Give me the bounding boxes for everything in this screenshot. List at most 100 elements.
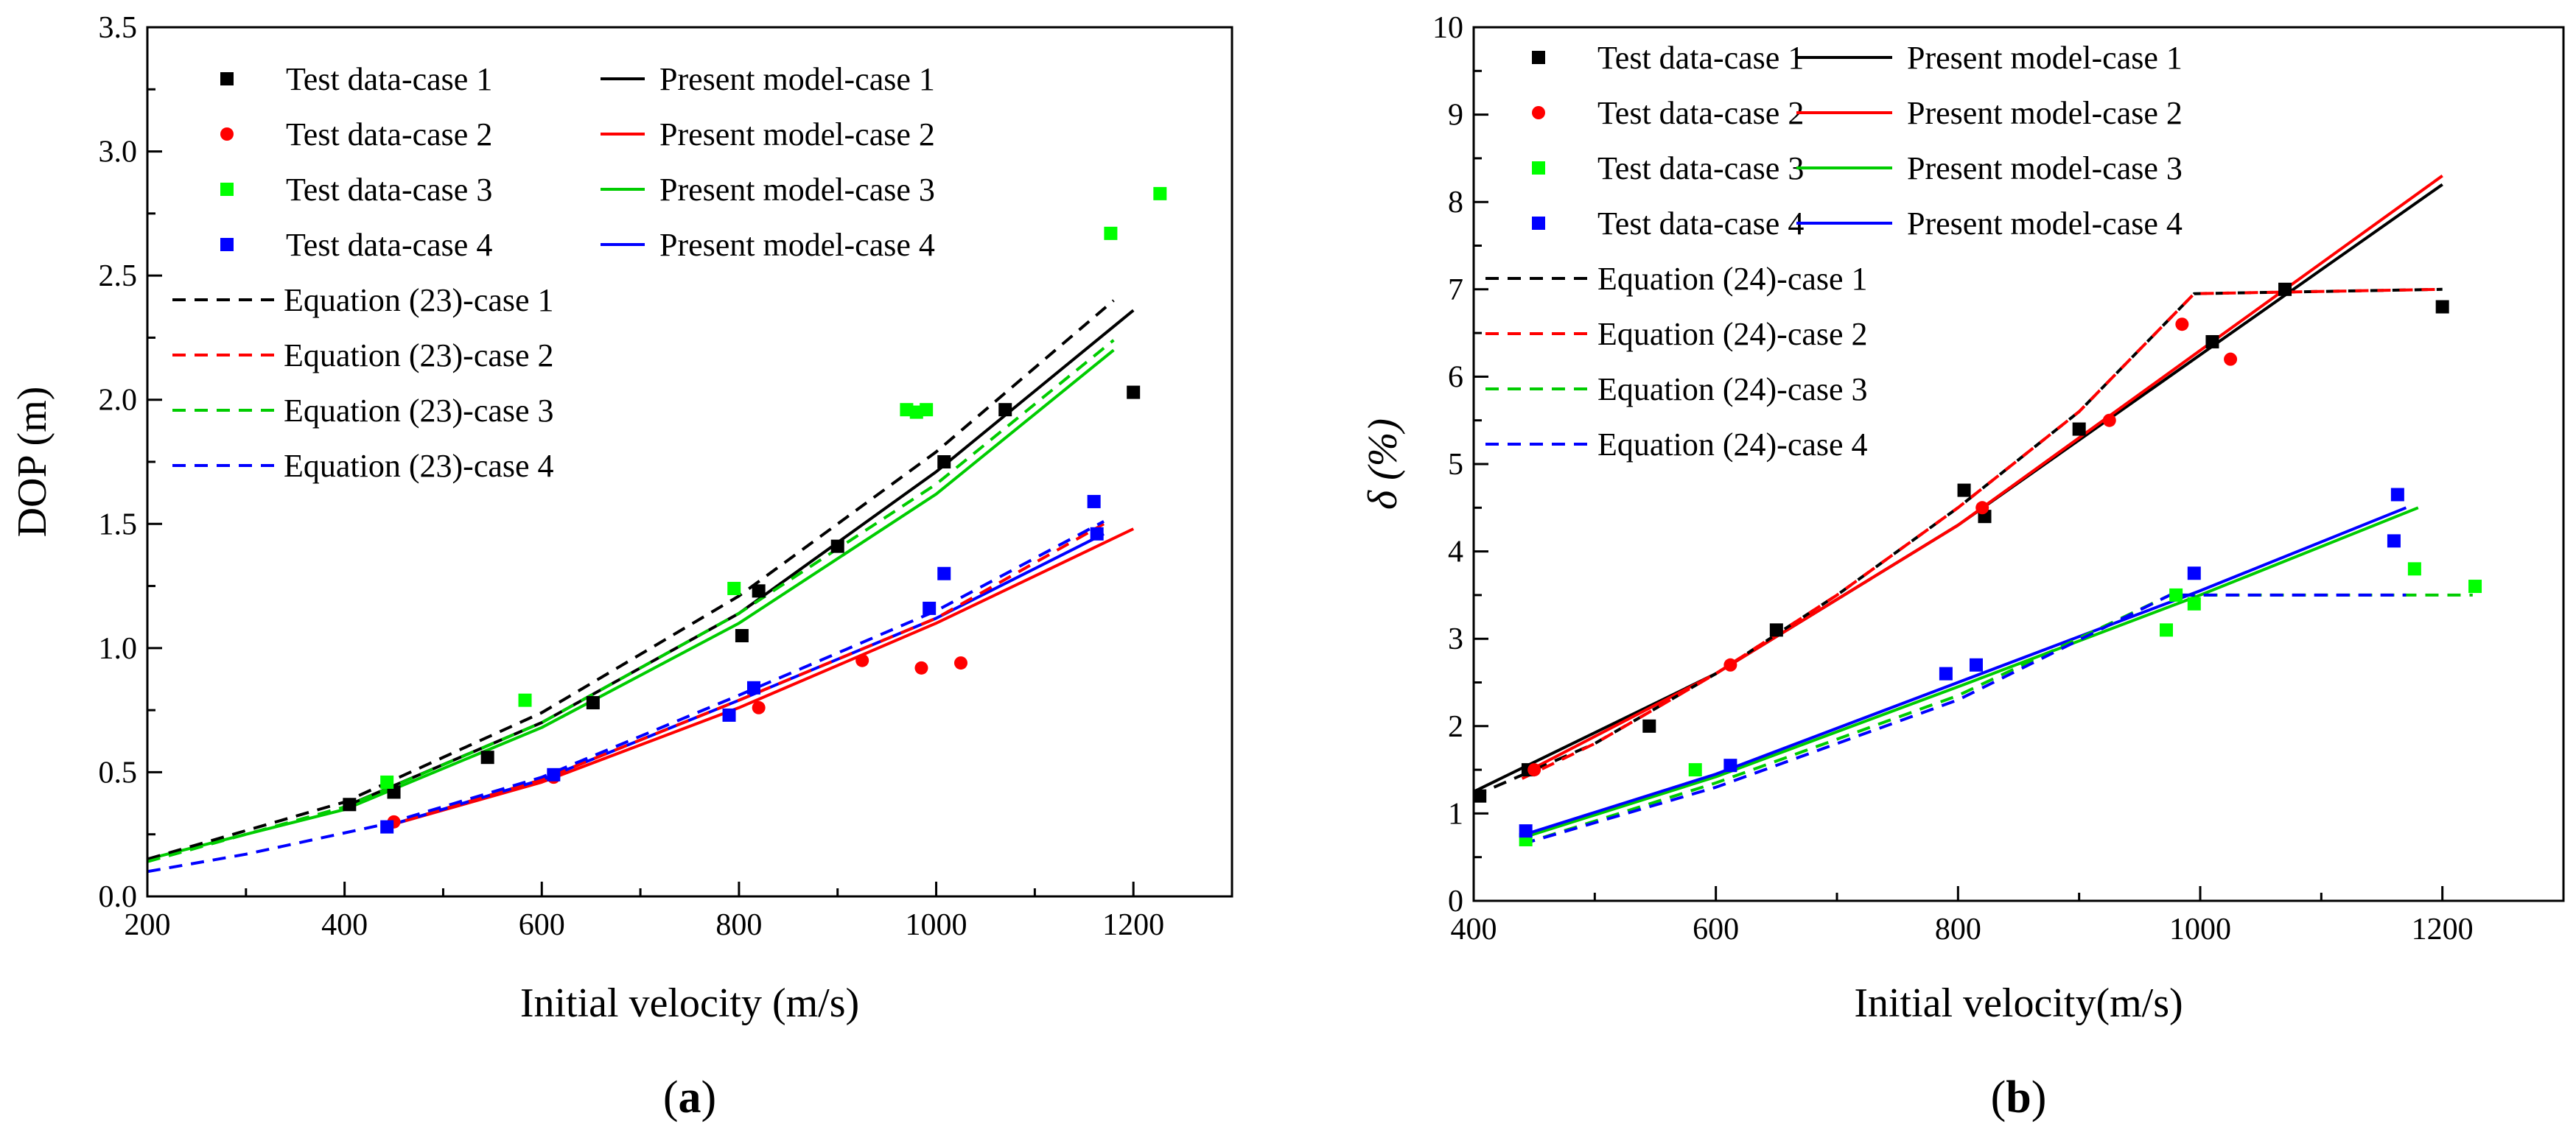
- x-tick-label: 1200: [2412, 913, 2474, 946]
- legend-marker: [1532, 51, 1545, 64]
- data-point-case-1: [480, 751, 494, 765]
- data-point-case-3: [2468, 580, 2482, 594]
- data-point-case-1: [735, 629, 749, 642]
- data-point-case-2: [914, 661, 928, 675]
- data-point-case-4: [746, 681, 760, 695]
- data-point-case-4: [722, 708, 736, 722]
- data-point-case-2: [2224, 352, 2238, 366]
- legend-label: Equation (24)-case 4: [1597, 426, 1868, 463]
- y-tick-label: 2.5: [99, 259, 138, 293]
- legend-label: Test data-case 3: [286, 172, 492, 208]
- legend-label: Present model-case 2: [1907, 95, 2183, 131]
- data-point-case-3: [1104, 226, 1118, 240]
- data-point-case-3: [2187, 597, 2201, 611]
- data-point-case-1: [1127, 385, 1141, 399]
- series-points: [1473, 282, 2482, 846]
- model-line-4: [383, 533, 1105, 829]
- x-tick-label: 1000: [906, 908, 967, 942]
- legend-label: Test data-case 2: [286, 116, 492, 152]
- legend-label: Test data-case 2: [1597, 95, 1804, 131]
- y-tick-label: 6: [1448, 360, 1463, 394]
- data-point-case-4: [1969, 658, 1983, 672]
- data-point-case-1: [1642, 719, 1656, 733]
- y-tick-label: 3.0: [99, 136, 138, 169]
- model-line-4: [1522, 506, 2407, 837]
- data-point-case-1: [1473, 789, 1487, 803]
- equation-line-2: [383, 522, 1105, 829]
- data-point-case-3: [2159, 623, 2173, 637]
- legend-label: Equation (24)-case 3: [1597, 371, 1868, 407]
- equation-line-4: [1522, 593, 2407, 846]
- legend: Test data-case 1 Test data-case 2 Test dat…: [1485, 40, 2183, 463]
- y-tick-label: 3.5: [99, 11, 138, 45]
- equation-line-1: [147, 299, 1115, 861]
- data-point-case-1: [752, 584, 766, 598]
- legend-label: Present model-case 3: [1907, 150, 2183, 186]
- x-tick-label: 1000: [2169, 913, 2231, 946]
- data-point-case-3: [2407, 562, 2421, 576]
- equation-line-4: [147, 520, 1105, 874]
- legend-marker: [1532, 161, 1545, 175]
- data-point-case-1: [998, 403, 1012, 417]
- data-point-case-2: [954, 656, 967, 670]
- data-point-case-1: [1957, 483, 1971, 497]
- data-point-case-3: [920, 403, 934, 417]
- legend-label: Equation (23)-case 3: [284, 393, 554, 429]
- y-axis-label: δ (%): [1360, 418, 1406, 510]
- data-point-case-2: [1723, 658, 1737, 672]
- y-tick-label: 1: [1448, 797, 1463, 831]
- x-tick-label: 1200: [1102, 908, 1164, 942]
- legend-label: Test data-case 4: [286, 227, 492, 263]
- legend-label: Test data-case 1: [1597, 40, 1804, 76]
- legend-label: Present model-case 1: [659, 61, 935, 97]
- panel-b: 400 600 800 1000 1200 0 1 2 3 4 5 6 7 8 9 10 Initial vel…: [1360, 11, 2565, 1123]
- data-point-case-4: [2390, 488, 2404, 502]
- y-tick-label: 8: [1448, 186, 1463, 219]
- x-axis-label: Initial velocity (m/s): [520, 980, 859, 1026]
- legend-label: Test data-case 1: [286, 61, 492, 97]
- data-point-case-1: [343, 798, 357, 812]
- legend-label: Test data-case 4: [1597, 206, 1804, 242]
- legend-label: Present model-case 4: [659, 227, 935, 263]
- data-point-case-2: [2102, 413, 2116, 427]
- legend-label: Equation (23)-case 4: [284, 448, 554, 484]
- series-lines: [147, 299, 1135, 874]
- legend-label: Equation (24)-case 2: [1597, 316, 1868, 352]
- x-tick-label: 600: [519, 908, 565, 942]
- data-point-case-4: [1939, 667, 1953, 681]
- data-point-case-2: [855, 653, 869, 667]
- data-point-case-1: [2435, 300, 2449, 314]
- y-tick-label: 0: [1448, 885, 1463, 919]
- y-tick-label: 0.5: [99, 756, 138, 790]
- y-axis-label: DOP (m): [10, 387, 55, 538]
- y-tick-label: 1.5: [99, 507, 138, 541]
- legend-label: Equation (23)-case 2: [284, 337, 554, 373]
- data-point-case-1: [830, 539, 844, 553]
- legend-label: Equation (24)-case 1: [1597, 261, 1868, 297]
- data-point-case-4: [923, 601, 937, 615]
- legend-label: Equation (23)-case 1: [284, 282, 554, 318]
- legend-marker: [220, 183, 234, 196]
- x-axis-label: Initial velocity(m/s): [1854, 980, 2183, 1026]
- panel-label: (a): [663, 1072, 716, 1123]
- data-point-case-3: [1688, 763, 1702, 777]
- y-tick-label: 0.0: [99, 880, 138, 914]
- panel-a: 200 400 600 800 1000 1200 0.0 0.5 1.0 1.5 2.0 2.5 3.…: [10, 11, 1233, 1123]
- data-point-case-4: [2187, 566, 2201, 580]
- legend-label: Present model-case 2: [659, 116, 935, 152]
- y-tick-label: 10: [1432, 11, 1463, 45]
- equation-line-2: [1521, 287, 2443, 780]
- x-tick-label: 600: [1693, 913, 1739, 946]
- data-point-case-2: [752, 700, 766, 714]
- data-point-case-3: [518, 693, 532, 707]
- data-point-case-4: [937, 566, 951, 580]
- data-point-case-2: [1527, 763, 1541, 777]
- data-point-case-3: [1153, 186, 1167, 200]
- panel-label: (b): [1991, 1072, 2047, 1123]
- legend: Test data-case 1 Test data-case 2 Test dat…: [172, 61, 935, 484]
- x-tick-label: 800: [715, 908, 762, 942]
- data-point-case-1: [937, 455, 951, 468]
- x-tick-label: 200: [125, 908, 171, 942]
- model-line-2: [383, 527, 1135, 829]
